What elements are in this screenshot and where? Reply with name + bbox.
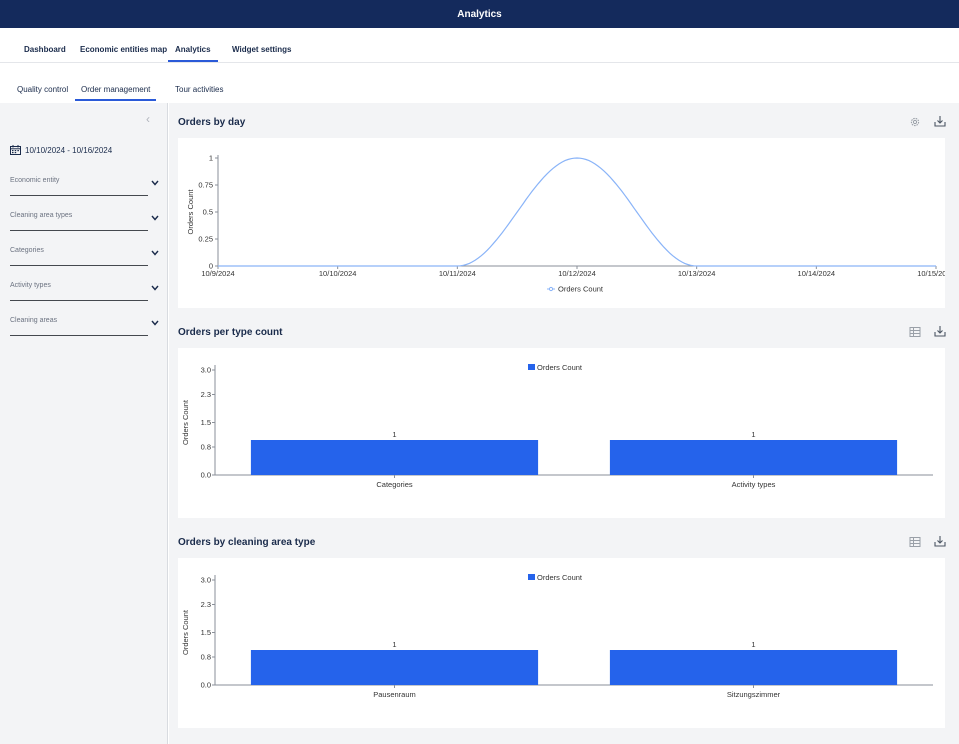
filter-label: Categories [10, 247, 44, 254]
legend-label: Orders Count [537, 573, 583, 582]
chevron-down-icon [151, 180, 159, 186]
legend-marker [548, 286, 554, 292]
activity-types-select[interactable]: Activity types [10, 282, 162, 304]
download-icon[interactable] [934, 325, 946, 337]
chevron-left-icon[interactable]: ‹ [146, 112, 150, 126]
orders-per-type-chart: 0.0 0.8 1.5 2.3 3.0 Orders Count 1 Categories 1 A… [181, 363, 933, 489]
main-nav: Dashboard Economic entities map Analytic… [0, 28, 959, 63]
chart-card-orders-by-day: 0 0.25 0.5 0.75 1 10/9/2024 10/10/2024 10/11/20… [178, 138, 955, 308]
tab-order-management[interactable]: Order management [75, 63, 157, 101]
y-tick-label: 3.0 [201, 576, 211, 585]
tab-economic-entities-map[interactable]: Economic entities map [80, 45, 168, 54]
chevron-down-icon [151, 215, 159, 221]
panel-title: Orders by day [178, 117, 246, 128]
data-label: 1 [751, 640, 755, 649]
filter-label: Cleaning area types [10, 212, 73, 219]
cleaning-area-types-select[interactable]: Cleaning area types [10, 212, 162, 234]
chart-card-orders-by-cleaning-area: 0.0 0.8 1.5 2.3 3.0 Orders Count 1 Pausenraum 1 S… [178, 558, 945, 728]
y-axis-label: Orders Count [181, 609, 190, 655]
chevron-down-icon [151, 285, 159, 291]
tab-tour-activities[interactable]: Tour activities [175, 85, 224, 94]
x-tick-label: Pausenraum [373, 690, 416, 699]
data-label: 1 [392, 430, 396, 439]
legend-swatch [528, 364, 535, 370]
date-range-picker[interactable]: 10/10/2024 - 10/16/2024 [10, 145, 112, 155]
tab-dashboard[interactable]: Dashboard [24, 45, 66, 54]
y-tick-label: 0.5 [203, 208, 213, 217]
orders-by-cleaning-area-chart: 0.0 0.8 1.5 2.3 3.0 Orders Count 1 Pausenraum 1 S… [181, 573, 933, 699]
y-tick-label: 1.5 [201, 418, 211, 427]
chevron-down-icon [151, 250, 159, 256]
y-tick-label: 2.3 [201, 600, 211, 609]
calendar-icon [10, 145, 21, 155]
analytics-content: Orders by day 0 0.25 0.5 0.75 1 10/9/2024 10/1… [169, 103, 959, 744]
filter-label: Cleaning areas [10, 317, 58, 324]
y-tick-label: 0 [209, 262, 213, 271]
x-tick-label: Sitzungszimmer [727, 690, 781, 699]
y-tick-label: 0.0 [201, 471, 211, 480]
sub-nav: Quality control Order management Tour ac… [0, 63, 959, 103]
economic-entity-select[interactable]: Economic entity [10, 177, 162, 199]
y-tick-label: 2.3 [201, 390, 211, 399]
y-tick-label: 0.0 [201, 681, 211, 690]
data-label: 1 [392, 640, 396, 649]
gear-icon[interactable] [909, 116, 921, 128]
bar [250, 440, 539, 475]
app-header: Analytics [0, 0, 959, 28]
y-tick-label: 0.25 [198, 235, 213, 244]
legend-label: Orders Count [558, 285, 604, 294]
panel-title: Orders by cleaning area type [178, 537, 316, 548]
legend-label: Orders Count [537, 363, 583, 372]
download-icon[interactable] [934, 115, 946, 127]
y-axis-label: Orders Count [186, 189, 195, 235]
tab-widget-settings[interactable]: Widget settings [232, 45, 292, 54]
categories-select[interactable]: Categories [10, 247, 162, 269]
x-tick-label: 10/11/2024 [439, 269, 476, 278]
y-tick-label: 0.8 [201, 443, 211, 452]
orders-by-day-chart: 0 0.25 0.5 0.75 1 10/9/2024 10/10/2024 10/11/20… [186, 154, 955, 294]
date-range-text: 10/10/2024 - 10/16/2024 [25, 145, 113, 155]
chevron-down-icon [151, 320, 159, 326]
x-tick-label: 10/15/2024 [917, 269, 945, 278]
chart-card-orders-per-type: 0.0 0.8 1.5 2.3 3.0 Orders Count 1 Categories 1 A… [178, 348, 945, 518]
x-tick-label: 10/12/2024 [558, 269, 596, 278]
panel-title: Orders per type count [178, 327, 283, 338]
cleaning-areas-select[interactable]: Cleaning areas [10, 317, 162, 339]
legend-swatch [528, 574, 535, 580]
filter-label: Activity types [10, 282, 51, 289]
x-tick-label: 10/13/2024 [678, 269, 716, 278]
y-tick-label: 1.5 [201, 628, 211, 637]
bar [250, 650, 539, 685]
data-label: 1 [751, 430, 755, 439]
y-tick-label: 1 [209, 154, 213, 163]
tab-quality-control[interactable]: Quality control [17, 85, 69, 94]
x-tick-label: Activity types [732, 480, 776, 489]
bar [609, 650, 898, 685]
x-tick-label: Categories [376, 480, 413, 489]
app-title: Analytics [457, 8, 502, 20]
download-icon[interactable] [934, 535, 946, 547]
series-line [218, 157, 936, 267]
filter-sidebar: ‹ 10/10/2024 - 10/16/2024 Economic entit… [0, 103, 168, 744]
table-icon[interactable] [909, 326, 921, 338]
x-tick-label: 10/9/2024 [201, 269, 234, 278]
y-tick-label: 0.8 [201, 653, 211, 662]
x-tick-label: 10/10/2024 [319, 269, 357, 278]
x-tick-label: 10/14/2024 [798, 269, 836, 278]
bar [609, 440, 898, 475]
table-icon[interactable] [909, 536, 921, 548]
tab-analytics[interactable]: Analytics [168, 28, 218, 62]
filter-label: Economic entity [10, 177, 60, 184]
y-tick-label: 0.75 [198, 181, 213, 190]
y-axis-label: Orders Count [181, 399, 190, 445]
y-tick-label: 3.0 [201, 366, 211, 375]
